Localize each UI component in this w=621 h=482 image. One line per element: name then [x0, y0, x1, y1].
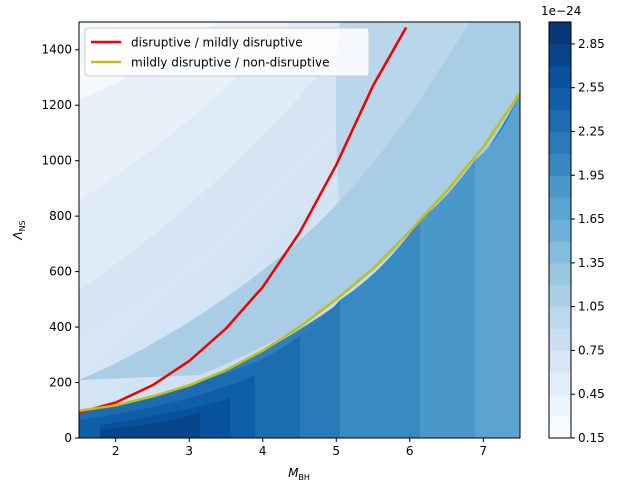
colorbar-swatch — [549, 43, 571, 67]
series-line-2 — [79, 91, 520, 413]
colorbar-swatch — [549, 197, 571, 220]
colorbar-swatch — [549, 306, 571, 330]
curve-layer — [79, 26, 520, 414]
colorbar-tick-label: 1.65 — [578, 212, 605, 226]
legend-label-1: disruptive / mildly disruptive — [131, 36, 303, 50]
x-tick-label: 6 — [406, 444, 414, 458]
colorbar-swatch — [549, 416, 571, 439]
colorbar-swatch — [549, 328, 571, 351]
contour-band — [79, 22, 360, 290]
y-tick-label: 800 — [49, 209, 72, 223]
colorbar-swatch — [549, 240, 571, 264]
contour-field — [79, 22, 520, 438]
y-tick-label: 400 — [49, 320, 72, 334]
colorbar-swatch — [549, 131, 571, 154]
plot-frame — [78, 21, 521, 439]
colorbar-swatch — [549, 372, 571, 395]
colorbar-tick-label: 2.25 — [578, 124, 605, 138]
x-tick-label: 5 — [332, 444, 340, 458]
y-tick-label: 600 — [49, 265, 72, 279]
contour-band — [420, 160, 475, 438]
colorbar-tick-label: 0.45 — [578, 387, 605, 401]
colorbar-swatch — [549, 87, 571, 111]
y-tick-label: 200 — [49, 376, 72, 390]
colorbar-tick-label: 0.75 — [578, 343, 605, 357]
colorbar-tick-label: 1.35 — [578, 256, 605, 270]
colorbar-swatch — [549, 394, 571, 417]
colorbar-exponent-label: 1e−24 — [541, 4, 581, 18]
contour-band — [79, 22, 520, 380]
x-tick-label: 7 — [479, 444, 487, 458]
colorbar-swatch — [549, 350, 571, 373]
contour-band — [340, 220, 420, 438]
x-tick-label: 2 — [112, 444, 120, 458]
legend-box — [84, 27, 370, 77]
contour-band — [300, 300, 340, 438]
contour-band — [79, 22, 405, 340]
x-axis: 2 3 4 5 6 7 — [112, 438, 487, 458]
series-line-1 — [79, 26, 408, 414]
colorbar-swatch — [549, 284, 571, 308]
y-axis-label: ΛNS — [11, 220, 27, 240]
y-tick-label: 1000 — [41, 154, 72, 168]
colorbar-swatch — [549, 175, 571, 198]
colorbar: 0.15 0.45 0.75 1.05 1.35 1.65 1.95 2.25 2.55 2.85 — [548, 21, 605, 445]
colorbar-tick-label: 0.15 — [578, 431, 605, 445]
legend: disruptive / mildly disruptive mildly di… — [84, 27, 370, 77]
colorbar-swatch — [549, 65, 571, 89]
y-tick-label: 0 — [64, 431, 72, 445]
y-tick-label: 1200 — [41, 98, 72, 112]
colorbar-swatch — [549, 153, 571, 176]
y-axis: 0 200 400 600 800 1000 1200 1400 — [41, 43, 79, 445]
colorbar-tick-label: 2.85 — [578, 37, 605, 51]
contour-band — [100, 412, 200, 438]
colorbar-frame — [548, 21, 572, 439]
colorbar-tick-label: 2.55 — [578, 81, 605, 95]
y-tick-label: 1400 — [41, 43, 72, 57]
colorbar-tick-label: 1.05 — [578, 300, 605, 314]
colorbar-swatch — [549, 109, 571, 132]
x-axis-label: MBH — [288, 466, 310, 482]
legend-label-2: mildly disruptive / non-disruptive — [131, 56, 330, 70]
colorbar-swatch — [549, 219, 571, 242]
x-tick-label: 4 — [259, 444, 267, 458]
colorbar-swatch — [549, 22, 571, 45]
colorbar-tick-label: 1.95 — [578, 168, 605, 182]
x-tick-label: 3 — [185, 444, 193, 458]
colorbar-swatch — [549, 262, 571, 286]
contour-band — [475, 94, 520, 438]
